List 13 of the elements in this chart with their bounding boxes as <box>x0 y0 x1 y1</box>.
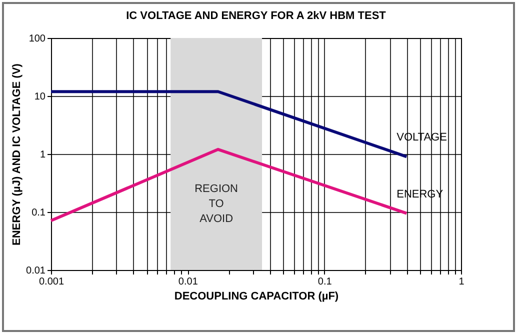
y-tick-label: 0.01 <box>26 266 46 276</box>
x-tick-label: 1 <box>458 276 465 288</box>
x-tick-label: 0.001 <box>38 276 64 288</box>
x-axis-title: DECOUPLING CAPACITOR (µF) <box>174 290 339 302</box>
x-tick-label: 0.01 <box>178 276 198 288</box>
band-label: REGION TO AVOID <box>194 182 238 225</box>
y-tick-label: 100 <box>28 34 46 44</box>
x-tick-label: 0.1 <box>318 276 332 288</box>
y-tick-label: 0.1 <box>32 208 46 218</box>
chart-title: IC VOLTAGE AND ENERGY FOR A 2kV HBM TEST <box>126 10 386 22</box>
y-tick-label: 10 <box>34 92 46 102</box>
y-tick-label: 1 <box>40 150 46 160</box>
y-axis-title: ENERGY (µJ) AND IC VOLTAGE (V) <box>11 63 24 246</box>
